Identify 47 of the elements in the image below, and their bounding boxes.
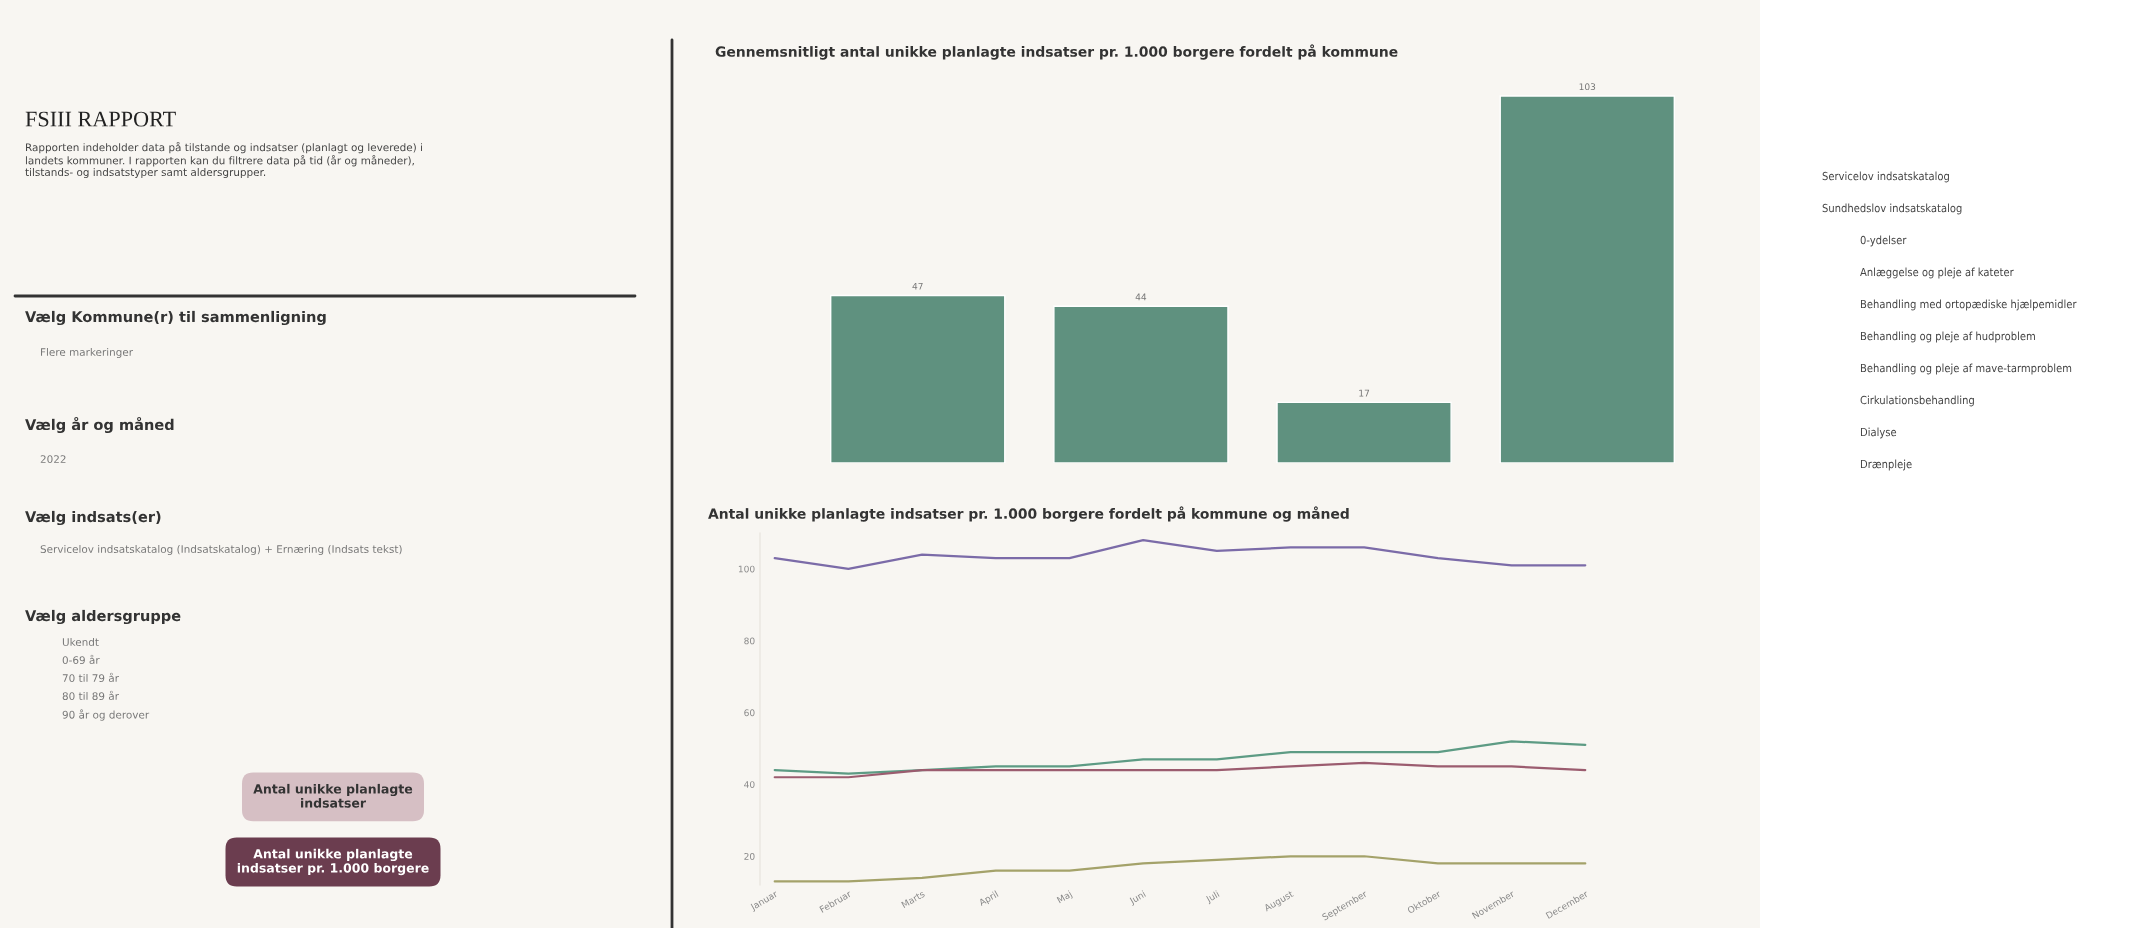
y-tick-label: 40 <box>744 781 755 788</box>
text: Anlæggelse og pleje af kateter <box>1860 267 2014 279</box>
y-tick-label: 100 <box>738 565 755 573</box>
line-series <box>773 539 1587 571</box>
line-series <box>773 761 1587 779</box>
text: Vælg Kommune(r) til sammenligning <box>25 310 326 326</box>
data-label: 17 <box>1359 389 1370 397</box>
line-series <box>773 855 1587 883</box>
text: Drænpleje <box>1860 459 1912 471</box>
text: Ukendt <box>62 637 99 647</box>
text: Vælg aldersgruppe <box>25 609 181 625</box>
chart-title: Gennemsnitligt antal unikke planlagte indsatser pr. 1.000 borgere fordelt på kommune <box>715 44 1398 60</box>
data-label: 47 <box>912 282 923 290</box>
y-tick-label: 80 <box>744 637 755 645</box>
text: 2022 <box>40 455 66 464</box>
x-tick-label: Maj <box>1056 890 1074 905</box>
text: 80 til 89 år <box>62 690 119 701</box>
bar <box>1053 305 1229 463</box>
text: 0-ydelser <box>1860 235 1907 247</box>
text: Rapporten indeholder data på tilstande og indsatser (planlagt og leverede) i landets kommuner. I rapporten kan du filtrere data på tid (år og måneder), tilstands- og indsatstyper samt aldersgrupper. <box>25 141 422 179</box>
text: FSIII RAPPORT <box>25 111 176 127</box>
bar <box>830 294 1006 463</box>
text: Servicelov indsatskatalog (Indsatskatalog) + Ernæring (Indsats tekst) <box>40 544 402 556</box>
text: 90 år og derover <box>62 709 150 721</box>
text: Antal unikke planlagte indsatser <box>253 783 413 808</box>
data-label: 44 <box>1135 293 1147 301</box>
text: 0-69 år <box>62 654 100 665</box>
text: Behandling og pleje af mave-tarmproblem <box>1860 363 2072 375</box>
text: Servicelov indsatskatalog <box>1822 171 1949 183</box>
text: Behandling med ortopædiske hjælpemidler <box>1860 299 2077 311</box>
y-tick-label: 60 <box>744 709 755 717</box>
text: Cirkulationsbehandling <box>1860 395 1974 407</box>
text: Vælg år og måned <box>25 416 174 434</box>
text: Antal unikke planlagte indsatser pr. 1.000 borgere <box>237 848 429 876</box>
data-label: 103 <box>1579 83 1596 91</box>
chart-title: Antal unikke planlagte indsatser pr. 1.000 borgere fordelt på kommune og måned <box>708 506 1349 522</box>
bar <box>1276 401 1452 463</box>
text: Behandling og pleje af hudproblem <box>1860 331 2035 343</box>
x-tick-label: Juli <box>1204 890 1221 905</box>
text: Flere markeringer <box>41 347 134 359</box>
line-series <box>773 740 1587 775</box>
text: Sundhedslov indsatskatalog <box>1822 203 1962 215</box>
bar <box>1499 95 1675 463</box>
text: Vælg indsats(er) <box>25 510 161 526</box>
text: Dialyse <box>1860 427 1897 439</box>
text: 70 til 79 år <box>62 672 119 683</box>
y-tick-label: 20 <box>744 852 755 860</box>
